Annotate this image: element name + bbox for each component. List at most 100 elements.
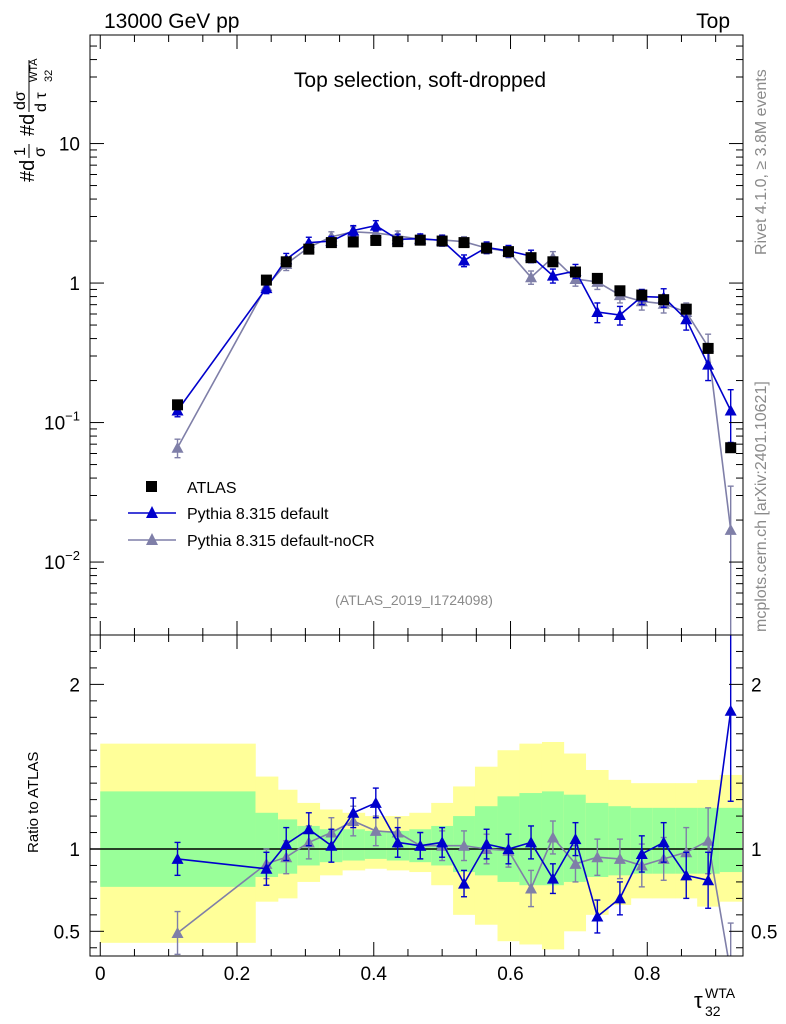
ratio-point-s1-14 [546,831,559,843]
main-ytick-label-1: 10−1 [44,409,80,435]
ylabel-tau-sub: 32 [43,70,55,82]
main-point-atlas-3 [303,243,315,255]
ratio-xtick-label-2: 0.4 [361,964,388,985]
ratio-xtick-label-0: 0 [95,964,106,985]
ratio-point-s1-16 [591,851,604,863]
ylabel-dsigma: dσ [12,91,29,110]
ratio-plot-area: 0.5 0.5 1 1 2 2 0 0.2 0.4 0.6 0.8 Ratio to ATLAS τ… [25,634,777,1019]
ratio-point-s0-13 [525,836,538,848]
main-point-s1-1 [260,282,273,294]
mcplots-source-label: mcplots.cern.ch [arXiv:2401.10621] [753,381,770,632]
ratio-point-s0-16 [591,910,604,922]
ratio-ytick-label-left-0: 0.5 [54,922,80,943]
ylabel-hash-d-2: #d [17,114,39,136]
main-point-atlas-1 [260,274,272,286]
main-point-s1-5 [347,224,360,236]
main-ytick-label-0: 10−2 [44,548,80,574]
ylabel-tau-sup: WTA [28,58,40,82]
ylabel-hash-d-1: #d [17,160,39,182]
ratio-point-s0-4 [325,839,338,851]
ylabel-sigma: σ [32,147,49,157]
xlabel-tau-sup: WTA [705,985,736,1001]
legend: ATLAS Pythia 8.315 default Pythia 8.315 … [128,480,375,550]
ylabel-one: 1 [12,147,29,156]
main-point-s1-20 [680,313,693,325]
ratio-point-s0-11 [480,838,493,850]
main-point-atlas-2 [280,256,292,268]
ratio-point-s0-18 [635,847,648,859]
main-point-atlas-13 [525,252,537,264]
main-point-atlas-14 [547,256,559,268]
main-point-atlas-6 [370,234,382,246]
main-point-s1-14 [546,269,559,281]
main-ytick-base-1: 10 [44,414,65,435]
main-point-atlas-20 [680,303,692,315]
main-point-atlas-16 [591,272,603,284]
ratio-point-s0-20 [680,869,693,881]
rivet-version-label: Rivet 4.1.0, ≥ 3.8M events [753,69,770,255]
ratio-xtick-label-1: 0.2 [224,964,250,985]
header-top-label: Top [696,10,730,33]
main-point-atlas-15 [569,266,581,278]
main-point-atlas-11 [481,242,493,254]
ratio-point-s0-10 [458,877,471,889]
ratio-point-s1-22 [725,966,737,977]
ratio-point-s1-13 [525,882,538,894]
ratio-point-s0-5 [347,806,360,818]
xlabel-tau-sub: 32 [705,1003,721,1019]
main-point-atlas-18 [636,289,648,301]
main-point-s2-22 [724,523,737,535]
ratio-inner-band-5 [342,829,366,861]
legend-label-pythia-nocr: Pythia 8.315 default-noCR [187,533,375,550]
main-point-atlas-0 [172,399,184,411]
main-point-atlas-22 [725,442,737,454]
main-point-s1-6 [369,219,382,231]
ratio-xtick-label-3: 0.6 [497,964,523,985]
header-energy-label: 13000 GeV pp [104,10,239,33]
ratio-ytick-label-left-1: 1 [69,840,80,861]
main-point-s2-13 [525,271,538,283]
main-point-s1-10 [458,254,471,266]
ratio-point-s0-15 [569,833,582,845]
ratio-point-s0-21 [702,874,715,886]
ratio-point-s0-7 [391,836,404,848]
ratio-point-s1-17 [613,852,626,864]
ratio-point-s1-0 [171,926,184,938]
xlabel-tau: τ [694,988,703,1013]
main-point-s1-21 [702,358,715,370]
main-point-s1-22 [724,404,737,416]
ratio-axes: 0.5 0.5 1 1 2 2 0 0.2 0.4 0.6 0.8 [54,634,777,985]
main-point-atlas-9 [436,235,448,247]
main-point-s2-0 [171,441,184,453]
main-point-atlas-17 [614,285,626,297]
ratio-point-s0-2 [280,838,293,850]
ratio-point-s1-10 [458,839,471,851]
main-ytick-exp-1: −1 [65,409,80,424]
main-point-atlas-19 [658,294,670,306]
ratio-point-s1-6 [369,824,382,836]
ratio-frame [89,634,744,957]
main-series-line-1 [176,224,732,411]
ratio-point-s0-8 [414,839,427,851]
main-series-line-2 [176,230,732,530]
ratio-point-s0-12 [502,843,515,854]
ratio-ytick-label-right-0: 0.5 [751,922,777,943]
main-point-atlas-4 [325,237,337,249]
ratio-point-s0-9 [436,836,449,848]
ylabel-dtau: d τ [33,92,50,112]
legend-marker-atlas [146,481,157,492]
main-ytick-label-3: 10 [59,135,80,156]
ratio-point-s1-21 [702,834,715,846]
ratio-inner-band-22 [719,807,742,873]
legend-marker-pythia-default [146,506,158,518]
ratio-point-s0-14 [546,872,559,884]
main-y-axis-label: #d 1 σ #d dσ d τ 32 WTA [12,58,55,182]
ratio-point-s0-0 [171,852,184,864]
ratio-ytick-label-left-2: 2 [69,675,80,696]
ratio-data-marks [90,635,743,977]
ratio-xtick-label-4: 0.8 [634,964,660,985]
ratio-point-s0-3 [302,823,315,835]
analysis-watermark: (ATLAS_2019_I1724098) [335,592,493,608]
